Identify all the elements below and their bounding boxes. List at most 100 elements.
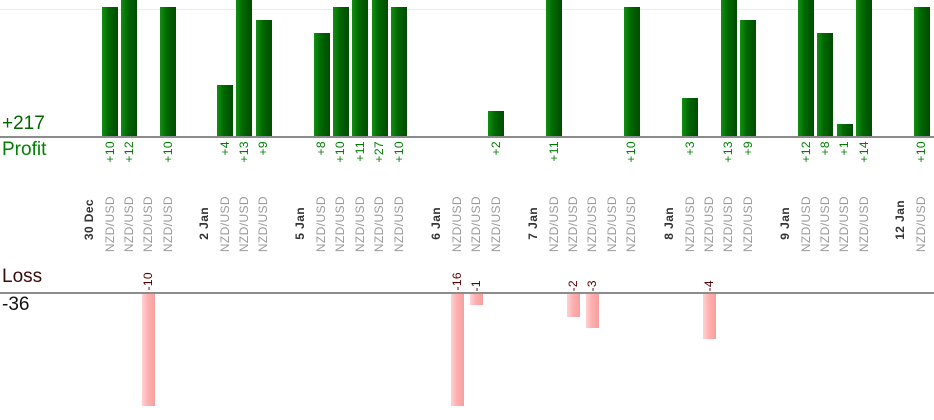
symbol-label: NZD/USD <box>217 195 232 252</box>
symbol-label: NZD/USD <box>352 195 367 252</box>
profit-value-label: +14 <box>856 141 871 163</box>
profit-value-label: +10 <box>391 141 406 163</box>
symbol-label: NZD/USD <box>141 195 156 252</box>
profit-value-label: +13 <box>721 141 736 163</box>
profit-bar <box>488 111 505 137</box>
loss-axis-line <box>0 292 934 294</box>
loss-bar <box>702 294 716 339</box>
date-label: 8 Jan <box>661 207 676 240</box>
symbol-label: NZD/USD <box>372 195 387 252</box>
profit-bar <box>740 20 757 137</box>
symbol-label: NZD/USD <box>546 195 561 252</box>
symbol-label: NZD/USD <box>914 195 928 252</box>
profit-bar <box>836 124 853 137</box>
profit-bar <box>102 7 118 137</box>
symbol-label: NZD/USD <box>236 195 251 252</box>
profit-value-label: +10 <box>160 141 175 163</box>
date-label: 7 Jan <box>525 207 540 240</box>
profit-bar <box>121 0 138 137</box>
profit-value-label: +10 <box>102 141 117 163</box>
profit-bar <box>332 7 349 137</box>
symbol-label: NZD/USD <box>160 195 175 252</box>
profit-bar <box>623 7 640 137</box>
profit-value-label: +2 <box>488 141 503 156</box>
profit-bar <box>391 7 408 137</box>
loss-value-label: -10 <box>141 272 156 291</box>
profit-value-label: +10 <box>914 141 928 163</box>
profit-value-label: +1 <box>837 141 852 156</box>
profit-axis-title: Profit <box>2 139 47 160</box>
profit-value-label: +12 <box>121 141 136 163</box>
loss-total-label: -36 <box>2 294 30 315</box>
profit-bar <box>913 7 930 137</box>
profit-value-label: +9 <box>740 141 755 156</box>
symbol-label: NZD/USD <box>740 195 755 252</box>
profit-bar <box>720 0 737 137</box>
symbol-label: NZD/USD <box>256 195 271 252</box>
symbol-label: NZD/USD <box>121 195 136 252</box>
symbol-label: NZD/USD <box>450 195 464 252</box>
date-label: 30 Dec <box>81 198 96 240</box>
profit-bar <box>236 0 253 137</box>
loss-value-label: -3 <box>585 279 600 291</box>
symbol-label: NZD/USD <box>701 195 716 252</box>
profit-bar <box>856 0 873 137</box>
symbol-label: NZD/USD <box>798 195 813 252</box>
profit-bar <box>217 85 233 137</box>
symbol-label: NZD/USD <box>682 195 697 252</box>
loss-bar <box>142 294 156 406</box>
profit-value-label: +8 <box>314 141 328 156</box>
profit-axis-line <box>0 136 934 138</box>
profit-value-label: +9 <box>256 141 271 156</box>
date-label: 5 Jan <box>293 207 307 240</box>
profit-gridline <box>0 9 934 10</box>
symbol-label: NZD/USD <box>721 195 736 252</box>
date-label: 9 Jan <box>777 207 792 240</box>
profit-value-label: +4 <box>217 141 232 156</box>
profit-value-label: +11 <box>352 141 367 162</box>
symbol-label: NZD/USD <box>391 195 406 252</box>
symbol-label: NZD/USD <box>585 195 600 252</box>
date-label: 2 Jan <box>196 207 211 240</box>
loss-value-label: -4 <box>701 279 716 291</box>
profit-value-label: +11 <box>546 141 561 162</box>
profit-bar <box>313 33 330 137</box>
symbol-label: NZD/USD <box>314 195 328 252</box>
symbol-label: NZD/USD <box>817 195 832 252</box>
profit-value-label: +13 <box>236 141 251 163</box>
profit-value-label: +27 <box>372 141 387 163</box>
profit-value-label: +10 <box>333 141 348 163</box>
loss-value-label: -2 <box>565 279 580 291</box>
symbol-label: NZD/USD <box>333 195 348 252</box>
symbol-label: NZD/USD <box>604 195 619 252</box>
date-label: 6 Jan <box>429 207 443 240</box>
symbol-label: NZD/USD <box>102 195 117 252</box>
profit-bar <box>371 0 388 137</box>
symbol-label: NZD/USD <box>488 195 503 252</box>
profit-bar <box>160 7 177 137</box>
profit-bar <box>352 0 369 137</box>
profit-value-label: +10 <box>624 141 639 163</box>
symbol-label: NZD/USD <box>856 195 871 252</box>
loss-value-label: -16 <box>450 272 464 291</box>
profit-value-label: +3 <box>682 141 697 156</box>
symbol-label: NZD/USD <box>469 195 484 252</box>
symbol-label: NZD/USD <box>565 195 580 252</box>
profit-bar <box>255 20 272 137</box>
loss-bar <box>566 294 580 317</box>
profit-value-label: +8 <box>817 141 832 156</box>
symbol-label: NZD/USD <box>624 195 639 252</box>
loss-axis-title: Loss <box>2 266 43 287</box>
profit-bar <box>798 0 814 137</box>
symbol-label: NZD/USD <box>837 195 852 252</box>
profit-bar <box>546 0 562 137</box>
loss-bar <box>586 294 600 328</box>
profit-bar <box>817 33 834 137</box>
profit-value-label: +12 <box>798 141 813 163</box>
loss-bar <box>451 294 464 406</box>
date-label: 12 Jan <box>893 200 907 240</box>
profit-bar <box>682 98 698 137</box>
loss-bar <box>470 294 484 305</box>
profit-total-label: +217 <box>2 113 45 134</box>
